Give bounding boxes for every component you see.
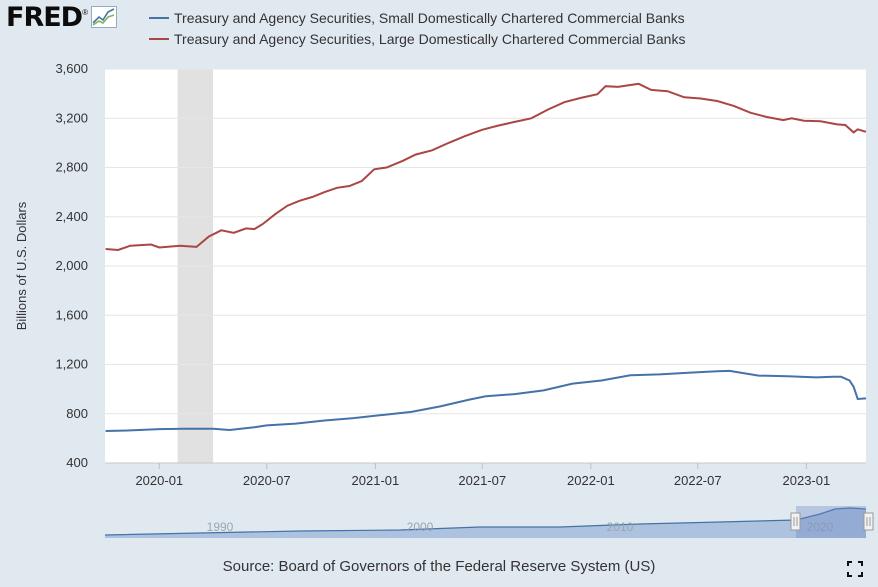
x-tick-label: 2022-01 — [567, 473, 615, 488]
x-tick-label: 2023-01 — [783, 473, 831, 488]
navigator-selection[interactable] — [796, 506, 866, 538]
mini-line-chart-icon — [91, 6, 117, 28]
gridlines — [105, 68, 866, 464]
navigator-label-2010: 2010 — [607, 520, 634, 534]
x-tick-label: 2021-07 — [458, 473, 506, 488]
y-tick-label: 800 — [66, 406, 88, 421]
y-tick-label: 3,200 — [55, 110, 88, 125]
y-tick-label: 1,600 — [55, 307, 88, 322]
navigator-area — [105, 508, 866, 538]
legend-label-large-banks: Treasury and Agency Securities, Large Do… — [174, 31, 686, 47]
source-note: Source: Board of Governors of the Federa… — [222, 558, 656, 575]
y-axis-ticks: 400 800 1,200 1,600 2,000 2,400 2,800 3,200 3,60… — [55, 61, 88, 470]
logo-registered-mark: ® — [82, 8, 88, 17]
navigator-line — [104, 507, 867, 536]
navigator-label-2000: 2000 — [407, 520, 434, 534]
y-tick-label: 400 — [66, 455, 88, 470]
navigator-handle-left[interactable] — [790, 512, 801, 531]
y-tick-label: 2,800 — [55, 160, 88, 175]
x-tick-label: 2021-01 — [352, 473, 400, 488]
legend-swatch-large-banks — [149, 38, 169, 40]
fred-logo[interactable]: FRED ® — [6, 1, 117, 33]
series-line-small-banks — [105, 369, 867, 432]
navigator-handle-right[interactable] — [863, 512, 874, 531]
y-tick-label: 2,400 — [55, 209, 88, 224]
legend-item-large-banks[interactable]: Treasury and Agency Securities, Large Do… — [149, 31, 709, 47]
y-tick-label: 1,200 — [55, 357, 88, 372]
x-axis-ticks: 2020-01 2020-07 2021-01 2021-07 2022-01 2022-… — [135, 463, 830, 488]
navigator[interactable]: 1990 2000 2010 2020 — [104, 506, 874, 538]
logo-text: FRED — [6, 1, 83, 33]
y-axis-label: Billions of U.S. Dollars — [14, 201, 29, 330]
y-tick-label: 2,000 — [55, 258, 88, 273]
fullscreen-icon[interactable] — [846, 560, 864, 578]
x-tick-label: 2020-07 — [243, 473, 291, 488]
x-tick-label: 2020-01 — [135, 473, 183, 488]
series-line-large-banks — [105, 82, 867, 252]
legend-swatch-small-banks — [149, 17, 169, 19]
y-tick-label: 3,600 — [55, 61, 88, 76]
navigator-label-2020: 2020 — [807, 520, 834, 534]
x-tick-label: 2022-07 — [674, 473, 722, 488]
navigator-label-1990: 1990 — [207, 520, 234, 534]
legend-item-small-banks[interactable]: Treasury and Agency Securities, Small Do… — [149, 10, 709, 26]
legend-label-small-banks: Treasury and Agency Securities, Small Do… — [174, 10, 685, 26]
